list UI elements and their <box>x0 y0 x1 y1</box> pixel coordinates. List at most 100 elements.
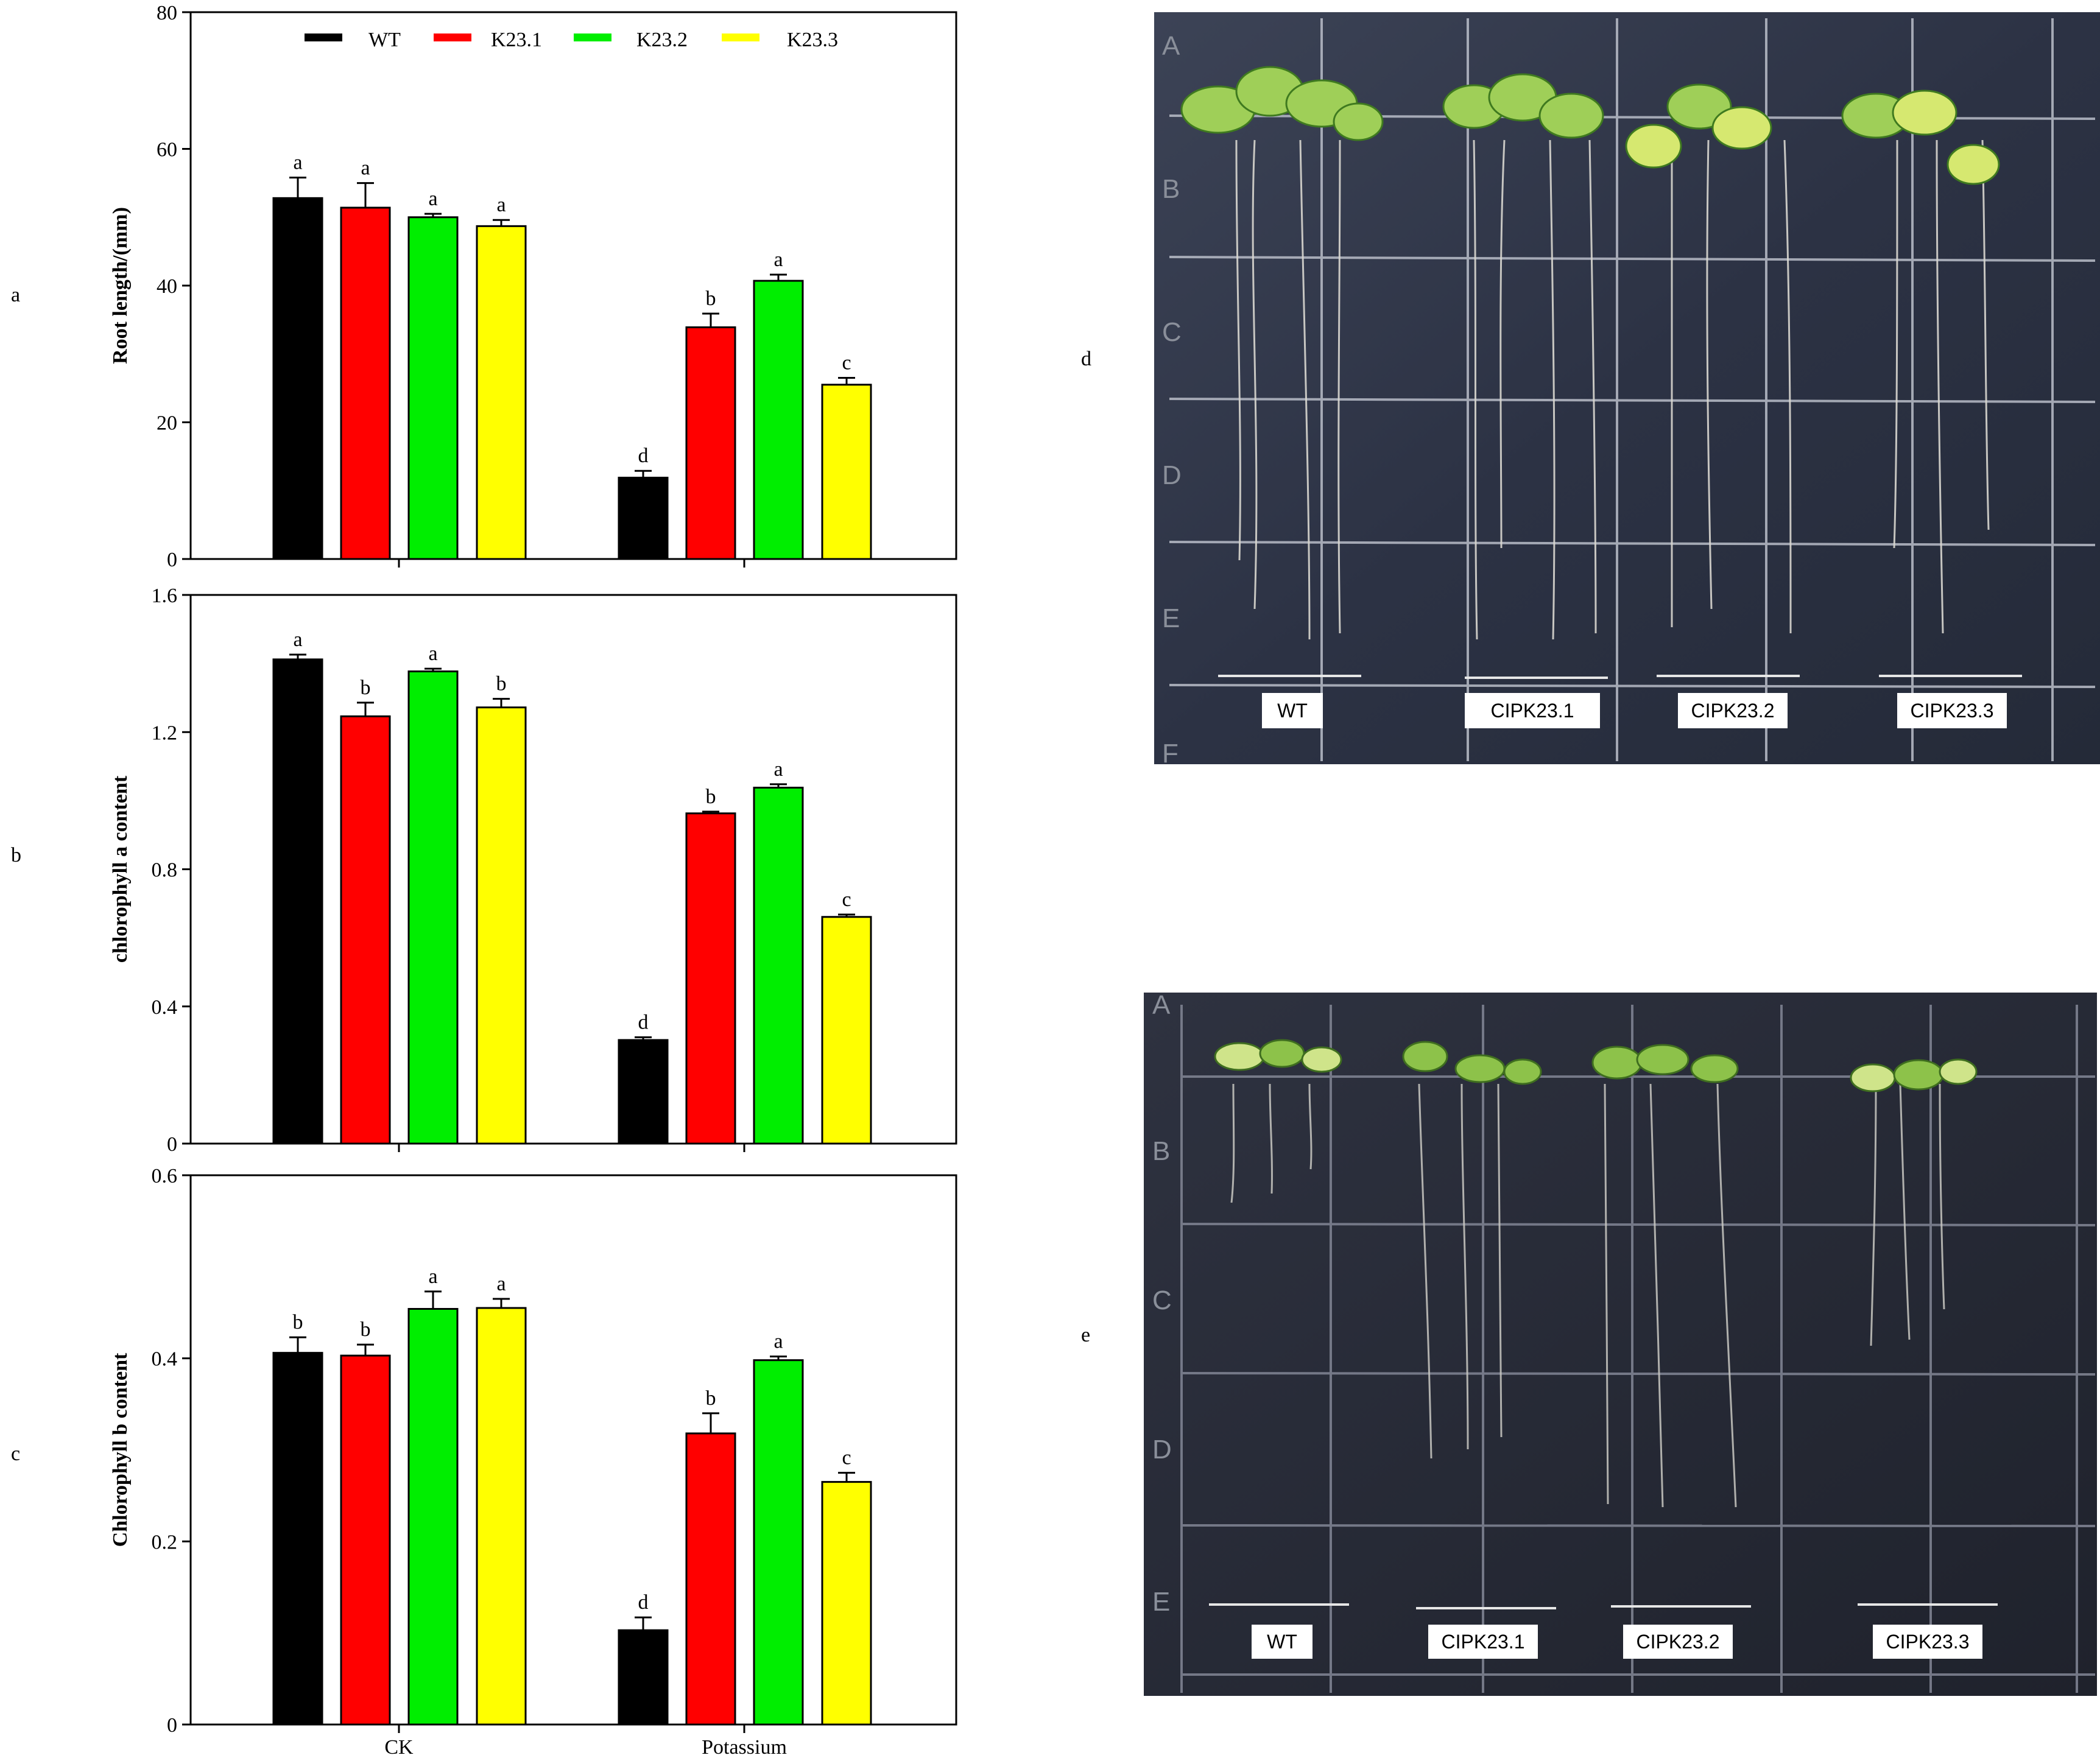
y-tick-label: 0.2 <box>152 1531 178 1553</box>
bar <box>618 476 669 560</box>
photo-e-plate <box>1144 993 2097 1696</box>
legend: WT K23.1 K23.2 K23.3 <box>305 29 838 51</box>
significance-letter: a <box>428 642 437 665</box>
significance-letter: a <box>773 1331 783 1353</box>
photo-d: A B C D E F <box>1154 12 2100 768</box>
y-tick-label: 0 <box>167 549 177 571</box>
y-tick-label: 80 <box>157 2 177 24</box>
photo-d-row-letter: B <box>1162 174 1180 204</box>
bar <box>821 916 872 1145</box>
significance-letter: b <box>706 287 716 310</box>
y-tick-label: 40 <box>157 275 177 298</box>
photo-e-roots <box>1230 1083 1945 1508</box>
photo-d-label: CIPK23.3 <box>1911 700 1994 722</box>
bar <box>407 216 459 560</box>
photo-d-row-letter: F <box>1162 739 1179 768</box>
x-tick-label: CK <box>384 1736 414 1758</box>
bar <box>340 206 391 560</box>
significance-letter: a <box>293 152 302 174</box>
chart-root-length: 0 20 40 60 80 Root length/(mm) a d a b a a a c <box>109 2 957 571</box>
panel-letter-c: c <box>11 1443 20 1465</box>
photo-d-row-letter: E <box>1162 603 1180 633</box>
bar <box>272 658 323 1145</box>
significance-letter: a <box>361 157 370 180</box>
y-axis-title: Root length/(mm) <box>109 207 132 364</box>
legend-swatch-k23-2 <box>574 33 611 41</box>
bar <box>407 1307 459 1726</box>
bar <box>753 786 804 1145</box>
legend-swatch-wt <box>305 33 342 41</box>
bar <box>407 670 459 1145</box>
panel-letter-b: b <box>11 844 21 867</box>
photo-e-leaves <box>1214 1039 1978 1092</box>
photo-d-row-letter: C <box>1162 317 1182 347</box>
photo-e-row-letter: A <box>1152 990 1171 1020</box>
photo-d-label: CIPK23.1 <box>1491 700 1574 722</box>
photo-e: A B C D E <box>1144 990 2097 1696</box>
bar <box>476 706 527 1145</box>
y-tick-label: 0.8 <box>152 859 178 882</box>
y-tick-label: 1.2 <box>152 722 178 744</box>
panel-letter-a: a <box>11 284 20 306</box>
legend-label-k23-1: K23.1 <box>491 29 542 51</box>
significance-letter: d <box>638 1011 649 1033</box>
significance-letter: a <box>428 1265 437 1288</box>
y-tick-label: 0.4 <box>152 1348 178 1371</box>
panel-letter-d: d <box>1081 348 1091 370</box>
bar <box>685 1432 736 1726</box>
photo-e-label: WT <box>1267 1631 1297 1653</box>
photo-e-label: CIPK23.3 <box>1886 1631 1970 1653</box>
significance-letter: d <box>638 1591 649 1614</box>
significance-letter: b <box>361 1318 371 1341</box>
photo-e-label-box <box>1623 1625 1733 1659</box>
photo-d-label-box <box>1262 693 1323 728</box>
bar <box>821 384 872 560</box>
bar <box>753 1359 804 1726</box>
photo-d-roots <box>1235 139 1990 640</box>
panel-letter-e: e <box>1081 1324 1090 1346</box>
photo-e-label: CIPK23.1 <box>1442 1631 1525 1653</box>
chart-chlorophyll-a: 0 0.4 0.8 1.2 1.6 chlorophyll a content a d b b a a… <box>109 585 957 1156</box>
y-tick-label: 20 <box>157 412 177 435</box>
significance-letter: a <box>496 194 506 216</box>
y-tick-label: 1.6 <box>152 585 178 607</box>
bar <box>272 197 323 560</box>
photo-d-row-letter: D <box>1162 460 1182 490</box>
significance-letter: b <box>293 1311 303 1334</box>
photo-d-label-box <box>1897 693 2007 728</box>
bar <box>618 1629 669 1726</box>
photo-e-row-letter: C <box>1152 1285 1172 1315</box>
significance-letter: b <box>706 786 716 808</box>
bar <box>476 225 527 560</box>
photo-e-row-letter: D <box>1152 1435 1172 1464</box>
significance-letter: c <box>842 1447 851 1469</box>
bar <box>340 715 391 1145</box>
significance-letter: c <box>842 352 851 374</box>
bar <box>685 812 736 1145</box>
significance-letter: a <box>773 758 783 781</box>
photo-d-scale-lines <box>1218 675 2022 679</box>
significance-letter: b <box>706 1387 716 1410</box>
significance-letter: a <box>496 1273 506 1295</box>
plot-frame <box>189 1174 957 1726</box>
y-tick-label: 0 <box>167 1714 177 1737</box>
bar <box>618 1039 669 1145</box>
y-tick-label: 0 <box>167 1133 177 1156</box>
x-tick-label: Potassium <box>702 1736 787 1758</box>
y-tick-label: 60 <box>157 139 177 161</box>
significance-letter: c <box>842 888 851 911</box>
photo-d-plate <box>1154 12 2100 764</box>
photo-e-label-box <box>1428 1625 1538 1659</box>
legend-label-k23-2: K23.2 <box>636 29 688 51</box>
y-axis-title: chlorophyll a content <box>109 775 132 963</box>
legend-swatch-k23-1 <box>434 33 471 41</box>
legend-label-wt: WT <box>368 29 401 51</box>
photo-e-label: CIPK23.2 <box>1637 1631 1720 1653</box>
photo-d-leaves <box>1180 66 2000 185</box>
photo-e-row-letter: E <box>1152 1587 1170 1617</box>
bar <box>476 1307 527 1726</box>
photo-e-scale-lines <box>1209 1603 1998 1609</box>
bar <box>272 1352 323 1726</box>
bar <box>821 1481 872 1726</box>
significance-letter: a <box>773 248 783 271</box>
